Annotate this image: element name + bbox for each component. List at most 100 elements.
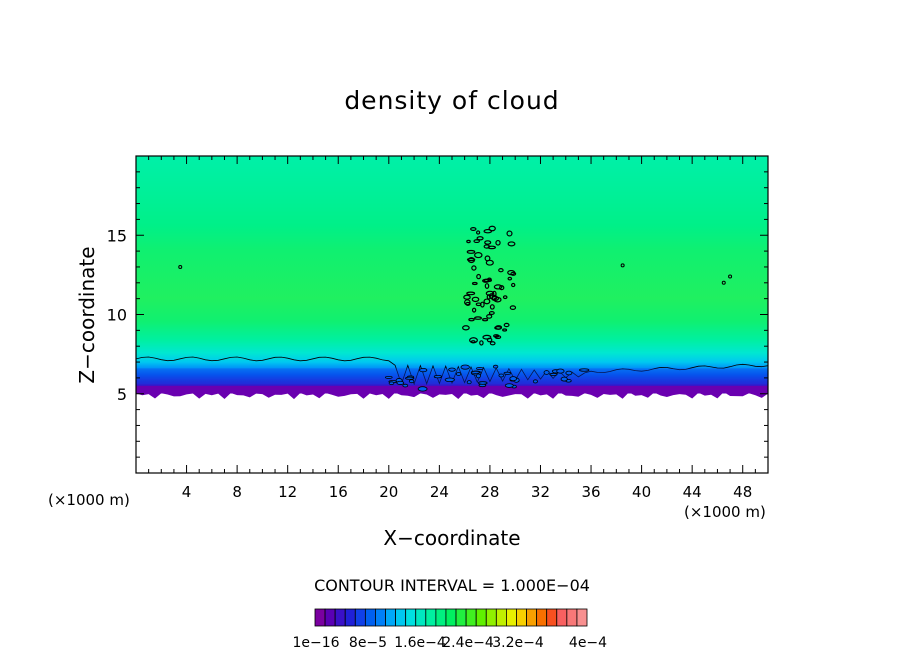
- colorbar-swatch: [526, 608, 538, 627]
- colorbar-swatch: [405, 608, 417, 627]
- x-tick-label: 48: [733, 483, 752, 501]
- tower-contour: [511, 282, 516, 288]
- base-turbulence-contour: [417, 386, 428, 392]
- tower-contour: [470, 227, 477, 231]
- tower-contour: [509, 305, 517, 310]
- tower-contour: [499, 285, 505, 291]
- base-turbulence-contour: [385, 375, 393, 379]
- x-unit-left: (×1000 m): [48, 491, 130, 509]
- tower-contour: [462, 325, 470, 331]
- tower-contour: [473, 239, 480, 244]
- base-turbulence-contour: [556, 368, 565, 374]
- colorbar-swatch: [546, 608, 558, 627]
- colorbar-swatch: [445, 608, 457, 627]
- colorbar-swatch: [425, 608, 437, 627]
- base-turbulence-contour: [509, 376, 517, 382]
- x-tick-label: 36: [581, 483, 600, 501]
- base-turbulence-contour: [408, 379, 415, 384]
- x-tick-label: 12: [278, 483, 297, 501]
- base-turbulence-contour: [444, 377, 455, 383]
- tower-contour: [503, 322, 510, 328]
- y-tick-label: 15: [107, 226, 127, 245]
- colorbar-swatch: [415, 608, 427, 627]
- contour-interval-label: CONTOUR INTERVAL = 1.000E−04: [314, 576, 590, 595]
- base-turbulence-contour: [388, 381, 395, 385]
- base-turbulence-contour: [543, 370, 550, 375]
- colorbar-swatch: [465, 608, 477, 627]
- x-tick-label: 44: [683, 483, 702, 501]
- cloud-base-band: [136, 385, 768, 400]
- x-tick-label: 16: [329, 483, 348, 501]
- tower-contour: [486, 314, 493, 319]
- tower-contour: [476, 273, 482, 280]
- tower-contour: [507, 276, 513, 281]
- x-tick-label: 28: [480, 483, 499, 501]
- tower-contour: [498, 268, 504, 273]
- base-turbulence-contour: [579, 368, 590, 372]
- tower-contour: [502, 328, 508, 332]
- contour-line-upper: [136, 356, 768, 386]
- tower-contour: [489, 341, 496, 346]
- tower-contour: [470, 340, 476, 344]
- isolated-contour: [721, 280, 726, 285]
- tower-contour: [475, 302, 482, 307]
- tower-contour: [464, 299, 471, 306]
- colorbar-swatch: [506, 608, 517, 627]
- y-tick-label: 10: [107, 306, 127, 325]
- base-turbulence-contour: [560, 376, 568, 382]
- colorbar-swatch: [516, 608, 527, 627]
- colorbar-label: 2.4e−4: [442, 635, 494, 651]
- x-tick-label: 24: [430, 483, 449, 501]
- base-turbulence-contour: [448, 367, 456, 372]
- base-turbulence-contour: [478, 381, 488, 385]
- base-turbulence-contour: [504, 383, 514, 388]
- colorbar-swatch: [344, 608, 356, 627]
- x-unit-right: (×1000 m): [684, 503, 766, 521]
- base-turbulence-contour: [455, 372, 462, 376]
- base-turbulence-contour: [405, 376, 415, 380]
- tower-contour: [485, 259, 494, 266]
- colorbar-label: 8e−5: [349, 635, 387, 651]
- tower-contour: [466, 239, 471, 244]
- colorbar-swatch: [576, 608, 588, 627]
- tower-contour: [471, 281, 478, 286]
- tower-contour: [474, 316, 482, 320]
- tower-contour: [475, 230, 481, 235]
- tower-contour: [468, 317, 475, 322]
- base-turbulence-contour: [470, 370, 481, 374]
- tower-contour: [502, 295, 508, 300]
- colorbar-swatch: [435, 608, 447, 627]
- tower-contour: [510, 271, 517, 276]
- tower-contour: [495, 239, 501, 246]
- x-tick-label: 40: [632, 483, 651, 501]
- colorbar-labels: 1e−16 8e−5 1.6e−42.4e−43.2e−4 4e−4: [292, 635, 607, 651]
- base-turbulence-contour: [503, 371, 512, 375]
- colorbar-label: 3.2e−4: [492, 635, 544, 651]
- tower-contour: [494, 326, 502, 330]
- tower-contour: [487, 245, 497, 250]
- x-tick-label: 8: [232, 483, 242, 501]
- base-turbulence-contour: [433, 374, 443, 379]
- tower-contour: [471, 296, 480, 303]
- tower-contour: [507, 241, 516, 247]
- tower-contour: [489, 304, 495, 310]
- colorbar-label: 1e−16: [292, 635, 339, 651]
- colorbar-swatch: [556, 608, 568, 627]
- tower-contour: [474, 252, 483, 259]
- x-tick-label: 20: [379, 483, 398, 501]
- tower-contour: [493, 296, 502, 303]
- colorbar-swatch: [536, 608, 548, 627]
- tower-contour: [482, 334, 492, 340]
- isolated-contour: [620, 263, 625, 268]
- base-turbulence-contour: [492, 364, 499, 369]
- tower-contour: [488, 293, 494, 300]
- colorbar-swatch: [566, 608, 578, 627]
- tower-contour: [483, 278, 493, 283]
- colorbar-swatch: [455, 608, 467, 627]
- x-axis: 4 8 12 16 20 24 28 32 36 40 44 48: [148, 156, 756, 501]
- base-turbulence-contour: [396, 380, 405, 385]
- base-turbulence-contour: [466, 380, 472, 385]
- x-tick-label: 4: [182, 483, 192, 501]
- colorbar: [314, 608, 588, 627]
